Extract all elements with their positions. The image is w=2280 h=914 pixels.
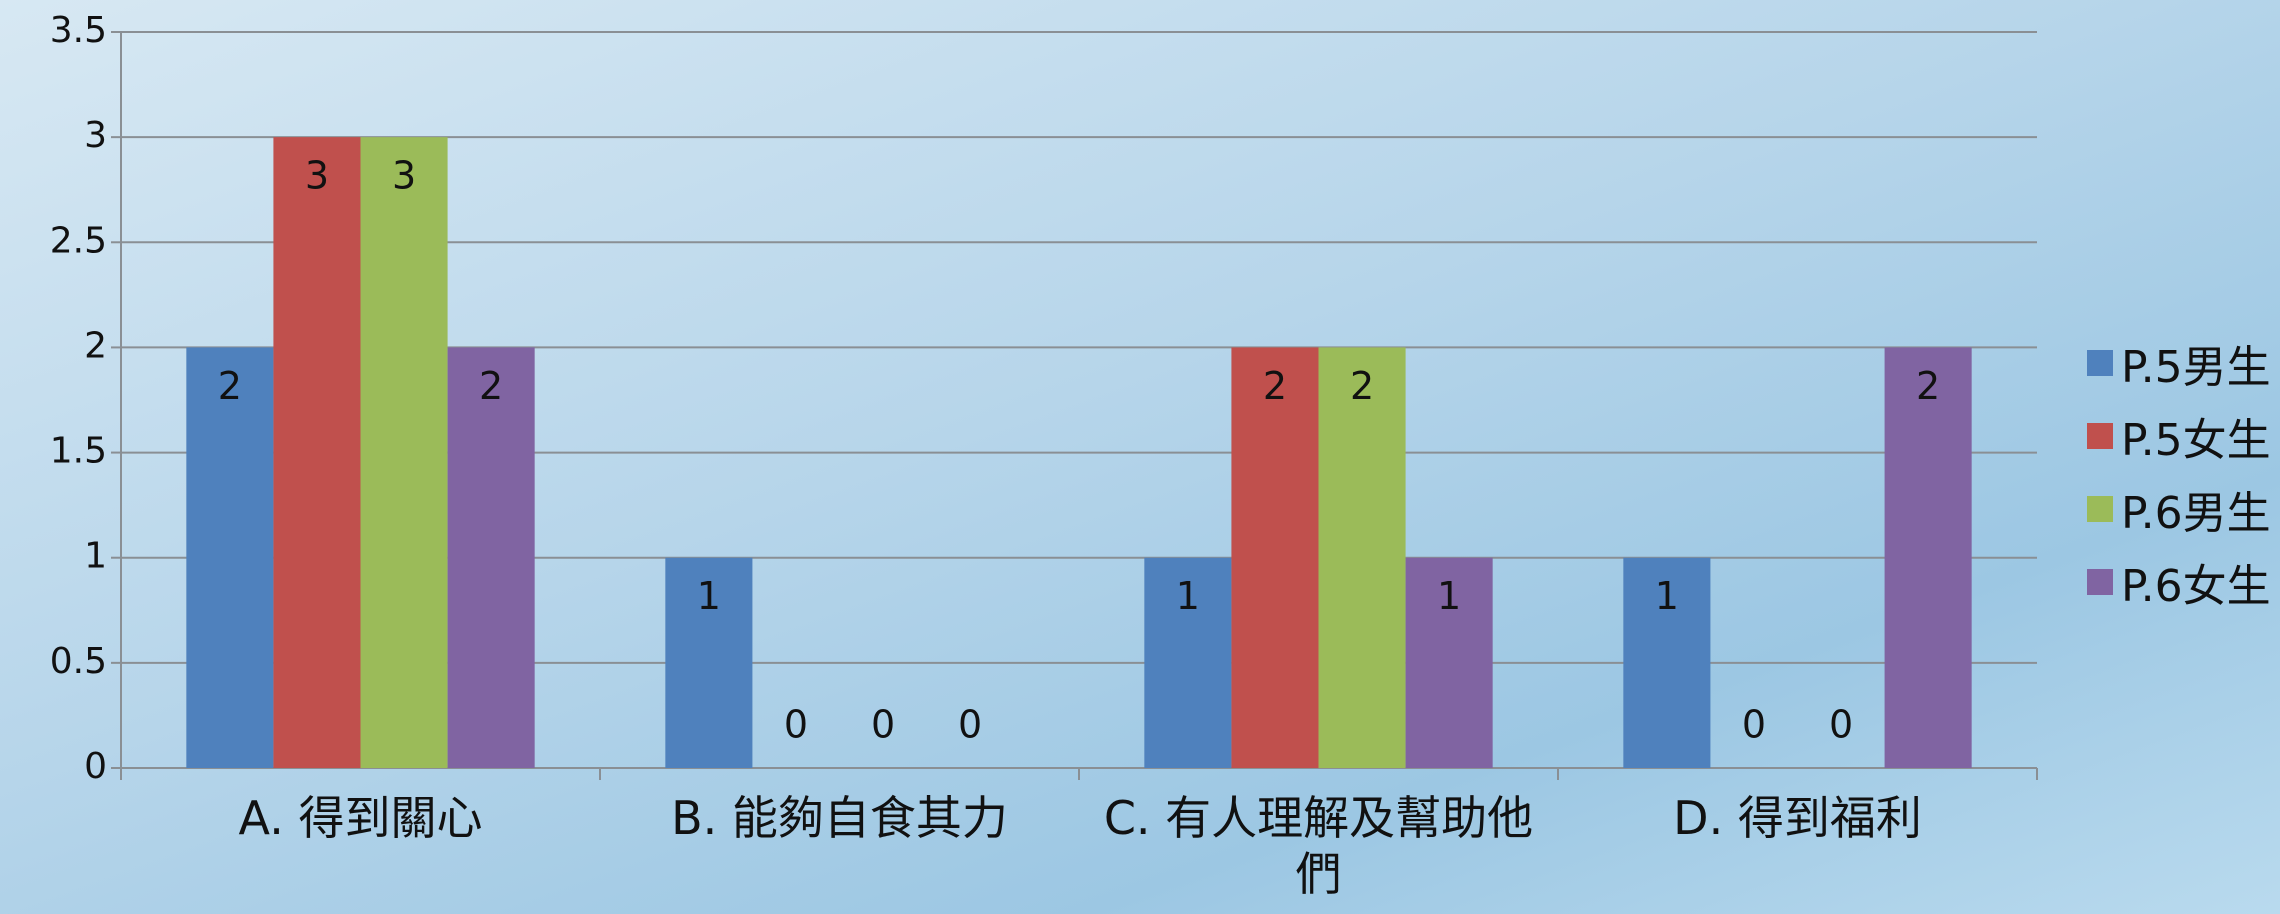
legend-item: P.5女生 <box>2087 399 2271 472</box>
bar <box>1144 557 1232 768</box>
data-label: 1 <box>1176 574 1200 618</box>
data-label: 2 <box>1350 364 1374 408</box>
data-label: 0 <box>871 703 895 747</box>
bar <box>447 347 535 768</box>
bar <box>665 557 753 768</box>
y-tick-label: 2.5 <box>50 220 107 261</box>
legend-item: P.5男生 <box>2087 326 2271 399</box>
legend-label: P.6男生 <box>2121 487 2271 539</box>
data-label: 2 <box>479 364 503 408</box>
bar <box>1231 347 1319 768</box>
bar <box>186 347 274 768</box>
legend-swatch <box>2087 422 2113 449</box>
x-tick-label: A. 得到關心 <box>238 791 483 845</box>
y-tick-label: 1 <box>84 536 107 577</box>
data-label: 0 <box>1742 703 1766 747</box>
legend-label: P.5男生 <box>2121 341 2271 393</box>
bar <box>273 137 361 769</box>
legend-swatch <box>2087 495 2113 522</box>
bar <box>1318 347 1406 768</box>
data-label: 2 <box>1263 364 1287 408</box>
data-label: 1 <box>697 574 721 618</box>
data-label: 2 <box>218 364 242 408</box>
data-label: 1 <box>1655 574 1679 618</box>
legend-label: P.5女生 <box>2121 414 2271 466</box>
bar <box>1623 557 1711 768</box>
x-tick-label: C. 有人理解及幫助他們 <box>1103 791 1534 901</box>
y-tick-label: 0.5 <box>50 641 107 682</box>
legend-swatch <box>2087 568 2113 595</box>
data-label: 0 <box>1829 703 1853 747</box>
legend: P.5男生 P.5女生 P.6男生 P.6女生 <box>2087 326 2271 618</box>
data-label: 1 <box>1437 574 1461 618</box>
data-label: 2 <box>1916 364 1940 408</box>
bar <box>1405 557 1493 768</box>
data-label: 0 <box>784 703 808 747</box>
data-label: 3 <box>392 154 416 198</box>
y-tick-label: 3 <box>84 115 107 156</box>
legend-item: P.6女生 <box>2087 545 2271 618</box>
bar <box>1884 347 1972 768</box>
data-label: 0 <box>958 703 982 747</box>
legend-swatch <box>2087 349 2113 376</box>
x-tick-label: B. 能夠自食其力 <box>671 791 1008 845</box>
y-tick-label: 3.5 <box>50 10 107 51</box>
bar <box>360 137 448 769</box>
data-label: 3 <box>305 154 329 198</box>
legend-label: P.6女生 <box>2121 560 2271 612</box>
y-tick-label: 2 <box>84 325 107 366</box>
x-tick-label: D. 得到福利 <box>1673 791 1922 845</box>
y-tick-label: 0 <box>84 746 107 787</box>
legend-item: P.6男生 <box>2087 472 2271 545</box>
y-tick-label: 1.5 <box>50 431 107 472</box>
